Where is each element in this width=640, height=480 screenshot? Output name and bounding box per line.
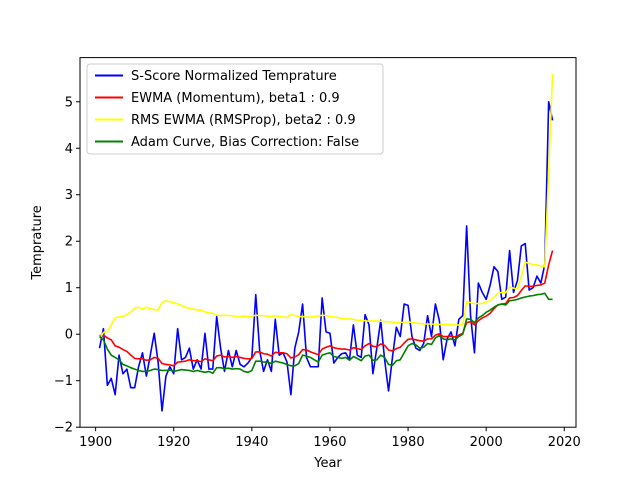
x-tick-label: 2020 — [548, 435, 581, 450]
x-tick-label: 1900 — [79, 435, 112, 450]
legend-label-2: EWMA (Momentum), beta1 : 0.9 — [131, 91, 340, 106]
series-line-2 — [99, 250, 554, 367]
series-line-1 — [98, 100, 554, 412]
y-tick-label: 4 — [65, 142, 73, 157]
legend-label-3: RMS EWMA (RMSProp), beta2 : 0.9 — [131, 113, 356, 128]
y-tick-label: −1 — [54, 374, 73, 389]
y-tick-label: 5 — [65, 95, 73, 110]
y-tick-label: −2 — [54, 421, 73, 436]
plot-area — [79, 57, 577, 428]
x-axis-ticks: 1900 1920 1940 1960 1980 2000 2020 — [79, 427, 581, 450]
legend-entries: S-Score Normalized Temprature EWMA (Momen… — [95, 69, 359, 150]
series-line-3 — [98, 73, 554, 340]
x-tick-label: 1980 — [392, 435, 425, 450]
x-axis-label: Year — [313, 456, 342, 471]
y-tick-label: 2 — [65, 235, 73, 250]
y-tick-label: 0 — [65, 328, 73, 343]
legend-label-4: Adam Curve, Bias Correction: False — [131, 135, 359, 150]
legend: S-Score Normalized Temprature EWMA (Momen… — [86, 63, 384, 155]
y-axis-ticks: −2 −1 0 1 2 3 4 5 — [54, 95, 80, 436]
series-line-4 — [99, 292, 553, 375]
legend-box — [86, 63, 384, 155]
x-tick-label: 1940 — [235, 435, 268, 450]
x-tick-label: 2000 — [470, 435, 503, 450]
y-tick-label: 1 — [65, 281, 73, 296]
axes-frame — [79, 57, 577, 428]
x-tick-label: 1960 — [313, 435, 346, 450]
y-tick-label: 3 — [65, 188, 73, 203]
x-tick-label: 1920 — [157, 435, 190, 450]
legend-label-1: S-Score Normalized Temprature — [131, 69, 337, 84]
series-lines — [98, 73, 554, 412]
y-axis-label: Temprature — [30, 205, 45, 280]
